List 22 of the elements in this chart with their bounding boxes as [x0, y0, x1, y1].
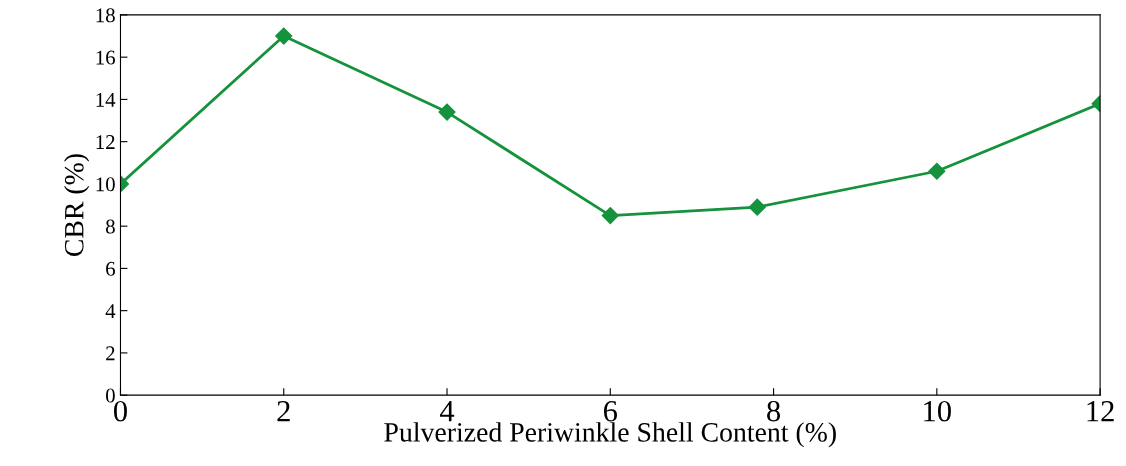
y-tick-label: 2: [106, 346, 115, 361]
y-tick-label: 10: [96, 177, 115, 192]
y-tick-label: 14: [96, 92, 116, 107]
y-tick-label: 12: [96, 135, 115, 149]
x-tick-label: 8: [767, 400, 781, 422]
point: [275, 27, 293, 45]
x-tick-label: 6: [603, 401, 618, 422]
x-tick-label: 2: [277, 401, 290, 422]
y-tick-label: 0: [106, 388, 115, 403]
x-tick-label: 10: [924, 400, 951, 422]
point: [748, 198, 766, 216]
point: [438, 103, 456, 121]
x-tick-label: 4: [439, 401, 455, 422]
y-axis-title: CBR (%): [64, 154, 90, 256]
y-tick-label: 6: [106, 261, 115, 276]
y-tick-label: 4: [105, 304, 116, 318]
x-tick-label: 12: [1087, 401, 1114, 422]
y-tick-label: 8: [106, 219, 115, 234]
y-tick-label: 18: [96, 8, 115, 23]
x-axis-title: Pulverized Periwinkle Shell Content (%): [384, 422, 836, 448]
y-tick-label: 16: [96, 50, 115, 65]
point: [601, 207, 619, 225]
